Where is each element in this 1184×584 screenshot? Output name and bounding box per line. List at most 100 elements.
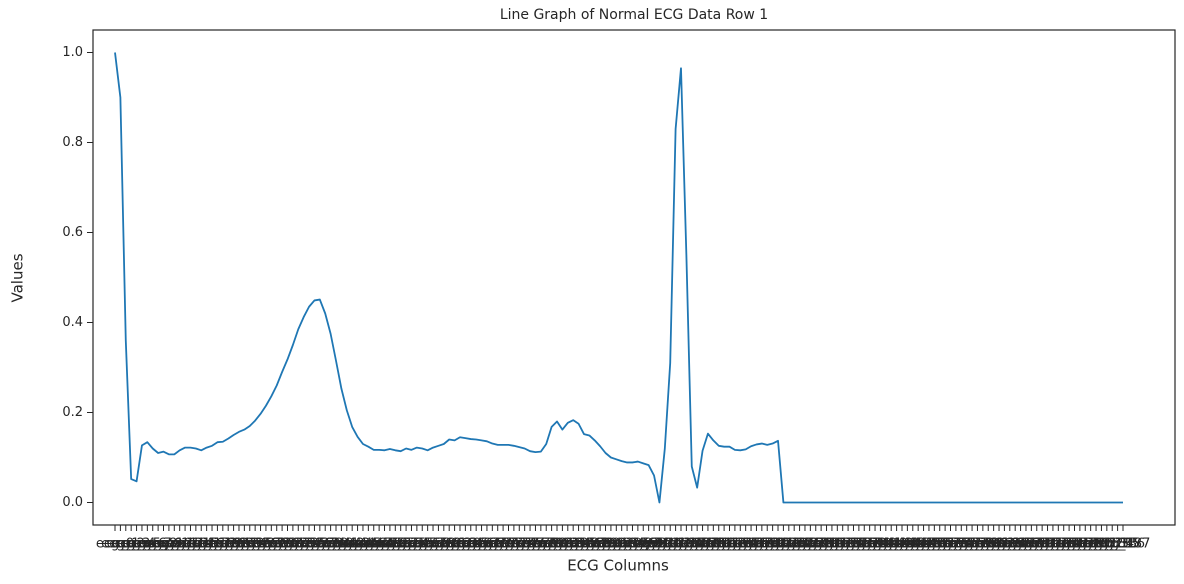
x-tick-label: ecg_14 (167, 537, 213, 552)
x-tick-label: ecg_121 (740, 537, 795, 552)
x-tick-label: ecg_74 (491, 537, 537, 552)
line-series (114, 52, 1123, 504)
x-tick-label: ecg_178 (1047, 537, 1102, 552)
x-tick-label: ecg_138 (832, 537, 887, 552)
x-tick-label: ecg_88 (566, 537, 612, 552)
x-tick-label: ecg_99 (625, 537, 671, 552)
x-tick-label: ecg_165 (977, 537, 1032, 552)
x-tick-label: ecg_97 (615, 537, 661, 552)
y-tick-label: 0.0 (62, 495, 83, 510)
plot-frame (92, 29, 1176, 526)
x-tick-label: ecg_94 (598, 537, 644, 552)
x-tick-label: ecg_8 (139, 537, 177, 552)
x-tick-label: ecg_107 (664, 537, 719, 552)
x-tick-label: ecg_147 (880, 537, 935, 552)
x-tick-label: ecg_42 (318, 537, 364, 552)
x-tick-label: ecg_84 (545, 537, 591, 552)
x-tick-label: ecg_54 (383, 537, 429, 552)
x-tick-label: ecg_153 (912, 537, 967, 552)
x-tick-label: ecg_167 (988, 537, 1043, 552)
x-tick-label: ecg_37 (291, 537, 337, 552)
x-tick-label: ecg_148 (885, 537, 940, 552)
x-tick-label: ecg_71 (474, 537, 520, 552)
x-tick-label: ecg_132 (799, 537, 854, 552)
x-tick-label: ecg_157 (934, 537, 989, 552)
x-tick-label: ecg_171 (1009, 537, 1064, 552)
x-tick-label: ecg_137 (826, 537, 881, 552)
x-tick-label: ecg_35 (280, 537, 326, 552)
x-tick-label: ecg_108 (670, 537, 725, 552)
x-tick-label: ecg_131 (794, 537, 849, 552)
chart-title: Line Graph of Normal ECG Data Row 1 (500, 7, 768, 23)
x-tick-label: ecg_39 (302, 537, 348, 552)
x-tick-label: ecg_56 (394, 537, 440, 552)
x-tick-label: ecg_118 (724, 537, 779, 552)
x-tick-label: ecg_2 (107, 537, 145, 552)
x-tick-label: ecg_163 (966, 537, 1021, 552)
x-tick-label: ecg_70 (469, 537, 515, 552)
x-tick-label: ecg_112 (691, 537, 746, 552)
x-tick-label: ecg_123 (751, 537, 806, 552)
x-tick-label: ecg_27 (237, 537, 283, 552)
x-tick-label: ecg_23 (216, 537, 262, 552)
x-tick-label: ecg_182 (1069, 537, 1124, 552)
x-tick-label: ecg_125 (761, 537, 816, 552)
x-tick-label: ecg_66 (448, 537, 494, 552)
x-tick-label: ecg_164 (972, 537, 1027, 552)
x-tick-label: ecg_104 (648, 537, 703, 552)
x-tick-label: ecg_4 (117, 537, 155, 552)
x-tick-label: ecg_21 (205, 537, 251, 552)
x-tick-label: ecg_32 (264, 537, 310, 552)
x-tick-label: ecg_119 (729, 537, 784, 552)
x-tick-label: ecg_117 (718, 537, 773, 552)
x-tick-label: ecg_141 (848, 537, 903, 552)
x-tick-label: ecg_177 (1042, 537, 1097, 552)
x-tick-label: ecg_130 (788, 537, 843, 552)
x-tick-label: ecg_168 (993, 537, 1048, 552)
x-tick-label: ecg_160 (950, 537, 1005, 552)
x-tick-label: ecg_83 (539, 537, 585, 552)
x-tick-label: ecg_6 (128, 537, 166, 552)
x-tick-label: ecg_129 (783, 537, 838, 552)
x-tick-label: ecg_18 (189, 537, 235, 552)
x-tick-label: ecg_91 (582, 537, 628, 552)
x-tick-label: ecg_64 (437, 537, 483, 552)
x-tick-label: ecg_139 (837, 537, 892, 552)
x-tick-label: ecg_161 (955, 537, 1010, 552)
x-tick-label: ecg_19 (194, 537, 240, 552)
x-tick-label: ecg_3 (112, 537, 150, 552)
y-tick-label: 0.8 (62, 135, 83, 150)
x-tick-label: ecg_150 (896, 537, 951, 552)
x-tick-label: ecg_101 (632, 537, 687, 552)
x-tick-label: ecg_133 (805, 537, 860, 552)
x-tick-label: ecg_89 (572, 537, 618, 552)
x-tick-label: ecg_67 (453, 537, 499, 552)
x-tick-label: ecg_72 (480, 537, 526, 552)
x-tick-label: ecg_49 (356, 537, 402, 552)
x-tick-label: ecg_156 (929, 537, 984, 552)
x-tick-label: ecg_103 (643, 537, 698, 552)
x-tick-label: ecg_185 (1085, 537, 1140, 552)
x-tick-label: ecg_36 (286, 537, 332, 552)
x-tick-label: ecg_149 (891, 537, 946, 552)
x-tick-label: ecg_100 (627, 537, 682, 552)
x-tick-label: ecg_1 (101, 537, 139, 552)
x-tick-label: ecg_69 (464, 537, 510, 552)
x-tick-label: ecg_115 (708, 537, 763, 552)
x-tick-label: ecg_34 (275, 537, 321, 552)
x-tick-label: ecg_24 (221, 537, 267, 552)
x-tick-label: ecg_175 (1031, 537, 1086, 552)
x-tick-label: ecg_98 (620, 537, 666, 552)
x-tick-label: ecg_87 (561, 537, 607, 552)
x-tick-label: ecg_5 (123, 537, 161, 552)
x-tick-label: ecg_122 (745, 537, 800, 552)
y-axis-label: Values (9, 253, 27, 302)
x-tick-label: ecg_180 (1058, 537, 1113, 552)
x-tick-label: ecg_61 (421, 537, 467, 552)
x-tick-label: ecg_134 (810, 537, 865, 552)
x-tick-label: ecg_46 (340, 537, 386, 552)
x-tick-label: ecg_113 (697, 537, 752, 552)
x-tick-label: ecg_40 (307, 537, 353, 552)
x-tick-label: ecg_143 (858, 537, 913, 552)
